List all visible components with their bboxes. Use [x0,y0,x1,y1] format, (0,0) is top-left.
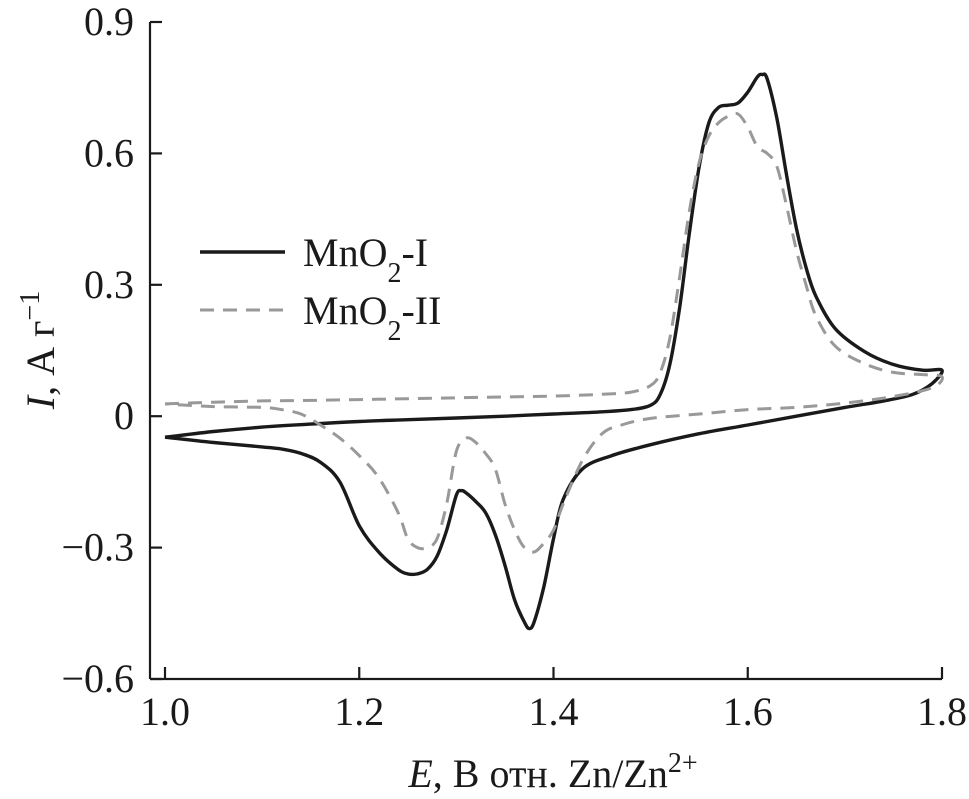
y-tick-label: 0.3 [84,262,134,307]
legend: MnO2-I MnO2-II [200,230,441,347]
legend-suffix-mno2-i: -I [401,230,428,275]
x-tick-label: 1.0 [140,689,190,734]
y-axis-label: I, А г−1 [15,291,64,410]
y-ticks: −0.6 −0.3 0 0.3 0.6 0.9 [61,0,162,701]
y-axis-variable: I [18,394,63,410]
x-tick-label: 1.6 [723,689,773,734]
legend-base-mno2-ii: MnO [303,288,387,333]
x-axis-variable: E [407,751,432,796]
legend-label-mno2-ii: MnO2-II [303,288,441,347]
x-ticks: 1.0 1.2 1.4 1.6 1.8 [140,667,967,734]
y-tick-label: 0.6 [84,130,134,175]
x-tick-label: 1.8 [917,689,967,734]
x-tick-label: 1.4 [529,689,579,734]
legend-sub-mno2-ii: 2 [387,316,401,347]
legend-base-mno2-i: MnO [303,230,387,275]
x-axis-unit: , В отн. Zn/Zn [433,751,668,796]
legend-suffix-mno2-ii: -II [401,288,441,333]
series-line-mno2-ii [164,111,944,554]
legend-sub-mno2-i: 2 [387,258,401,289]
plot-series [164,72,944,631]
y-tick-label: −0.6 [61,656,134,701]
legend-label-mno2-i: MnO2-I [303,230,428,289]
y-tick-label: 0 [114,393,134,438]
axes [148,22,942,681]
x-tick-label: 1.2 [334,689,384,734]
x-axis-superscript: 2+ [668,748,698,779]
y-axis-superscript: −1 [15,291,46,321]
x-axis-label: E, В отн. Zn/Zn2+ [407,748,697,797]
y-tick-label: 0.9 [84,0,134,44]
series-line-mno2-i [164,72,944,631]
y-axis-unit: , А г [18,321,63,396]
y-tick-label: −0.3 [61,525,134,570]
